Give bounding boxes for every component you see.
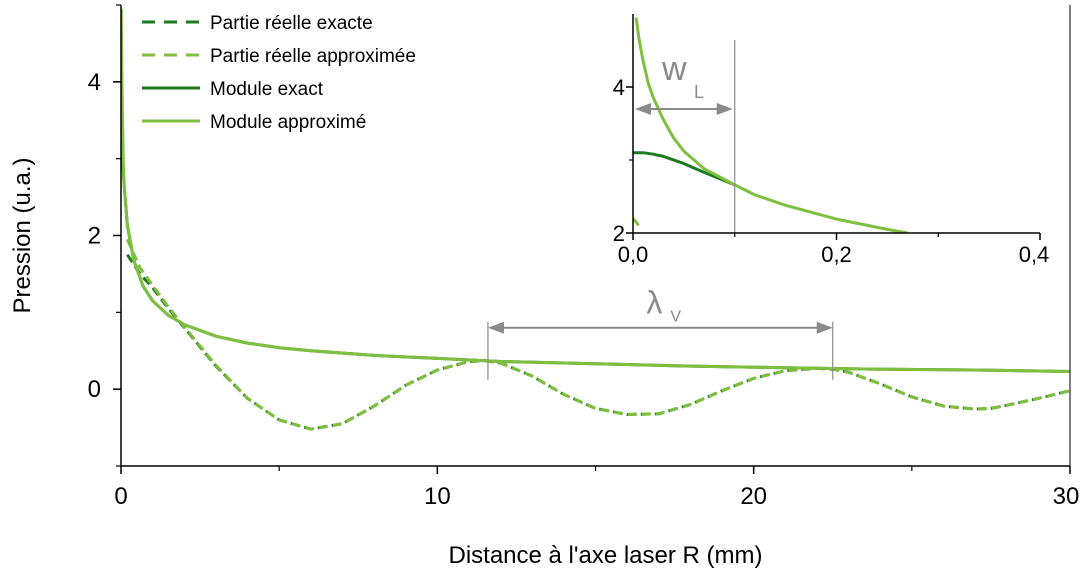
wl-label: w: [661, 50, 687, 88]
legend-label-1: Partie réelle approximée: [210, 46, 416, 67]
legend-label-3: Module approximé: [210, 112, 366, 133]
legend-label-2: Module exact: [210, 79, 324, 100]
legend-label-0: Partie réelle exacte: [210, 13, 373, 34]
inset-x-tick-label: 0,2: [821, 242, 852, 267]
x-tick-label: 0: [114, 483, 127, 510]
inset-background: [632, 14, 1041, 233]
x-tick-label: 20: [740, 483, 767, 510]
inset-series-line-0: [633, 151, 736, 187]
wl-arrowhead-left: [635, 103, 651, 115]
main-plot-area: [121, 8, 1070, 431]
y-axis-label: Pression (u.a.): [9, 157, 36, 313]
x-axis-label: Distance à l'axe laser R (mm): [449, 542, 763, 569]
inset-x-tick-label: 0,0: [618, 242, 649, 267]
inset-x-tick-label: 0,4: [1019, 242, 1050, 267]
series-line-3: [121, 8, 1070, 373]
lambda-arrowhead-left: [487, 321, 504, 334]
y-tick-label: 2: [88, 223, 101, 250]
series-line-1: [125, 238, 1070, 431]
wl-subscript: L: [694, 82, 704, 102]
lambda-subscript: V: [670, 309, 681, 326]
y-tick-label: 4: [88, 69, 101, 96]
x-tick-label: 30: [1053, 483, 1080, 510]
inset-y-tick-label: 4: [613, 75, 625, 100]
x-tick-label: 10: [424, 483, 451, 510]
inset-plot-area: [633, 17, 908, 233]
lambda-arrowhead-right: [816, 321, 833, 334]
wl-arrowhead-right: [716, 103, 733, 115]
inset-series-line-1: [634, 17, 908, 233]
inset-y-tick-label: 2: [613, 221, 625, 246]
lambda-label: λ: [646, 285, 662, 321]
y-tick-label: 0: [88, 376, 101, 403]
legend: Partie réelle exacte Partie réelle approx…: [142, 13, 416, 133]
inset-series-line-2: [633, 217, 642, 229]
